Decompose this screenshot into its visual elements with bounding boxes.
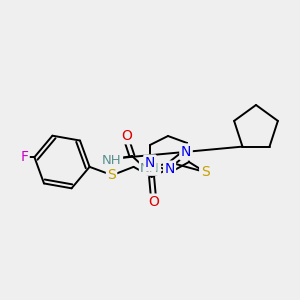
Text: F: F bbox=[20, 150, 28, 164]
Text: N: N bbox=[181, 145, 191, 159]
Text: N: N bbox=[145, 156, 155, 170]
Text: O: O bbox=[122, 129, 132, 143]
Text: N: N bbox=[145, 156, 155, 170]
Text: S: S bbox=[107, 168, 116, 182]
Text: N: N bbox=[164, 162, 175, 176]
Text: S: S bbox=[201, 165, 209, 179]
Text: O: O bbox=[148, 195, 159, 209]
Text: N: N bbox=[181, 145, 191, 159]
Text: S: S bbox=[201, 165, 209, 179]
Text: NH: NH bbox=[102, 154, 122, 167]
Text: NH: NH bbox=[140, 161, 160, 175]
